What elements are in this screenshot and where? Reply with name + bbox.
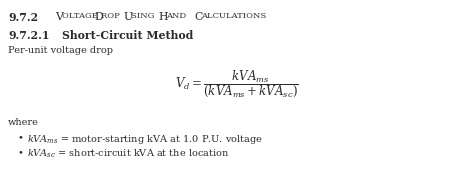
Text: H: H <box>158 12 167 22</box>
Text: SING: SING <box>131 12 157 20</box>
Text: U: U <box>124 12 133 22</box>
Text: ROP: ROP <box>101 12 122 20</box>
Text: D: D <box>94 12 103 22</box>
Text: •: • <box>18 148 24 157</box>
Text: •: • <box>18 133 24 142</box>
Text: 9.7.2: 9.7.2 <box>8 12 38 23</box>
Text: $V_d = \dfrac{kVA_{ms}}{\left(kVA_{ms} + kVA_{sc}\right)}$: $V_d = \dfrac{kVA_{ms}}{\left(kVA_{ms} +… <box>175 68 299 99</box>
Text: AND: AND <box>166 12 189 20</box>
Text: ALCULATIONS: ALCULATIONS <box>201 12 266 20</box>
Text: Short-Circuit Method: Short-Circuit Method <box>62 30 193 41</box>
Text: 9.7.2.1: 9.7.2.1 <box>8 30 49 41</box>
Text: $kVA_{ms}$ = motor-starting kVA at 1.0 P.U. voltage: $kVA_{ms}$ = motor-starting kVA at 1.0 P… <box>27 133 263 146</box>
Text: Per-unit voltage drop: Per-unit voltage drop <box>8 46 113 55</box>
Text: OLTAGE: OLTAGE <box>62 12 100 20</box>
Text: V: V <box>55 12 63 22</box>
Text: $kVA_{sc}$ = short-circuit kVA at the location: $kVA_{sc}$ = short-circuit kVA at the lo… <box>27 148 229 160</box>
Text: where: where <box>8 118 39 127</box>
Text: C: C <box>194 12 202 22</box>
